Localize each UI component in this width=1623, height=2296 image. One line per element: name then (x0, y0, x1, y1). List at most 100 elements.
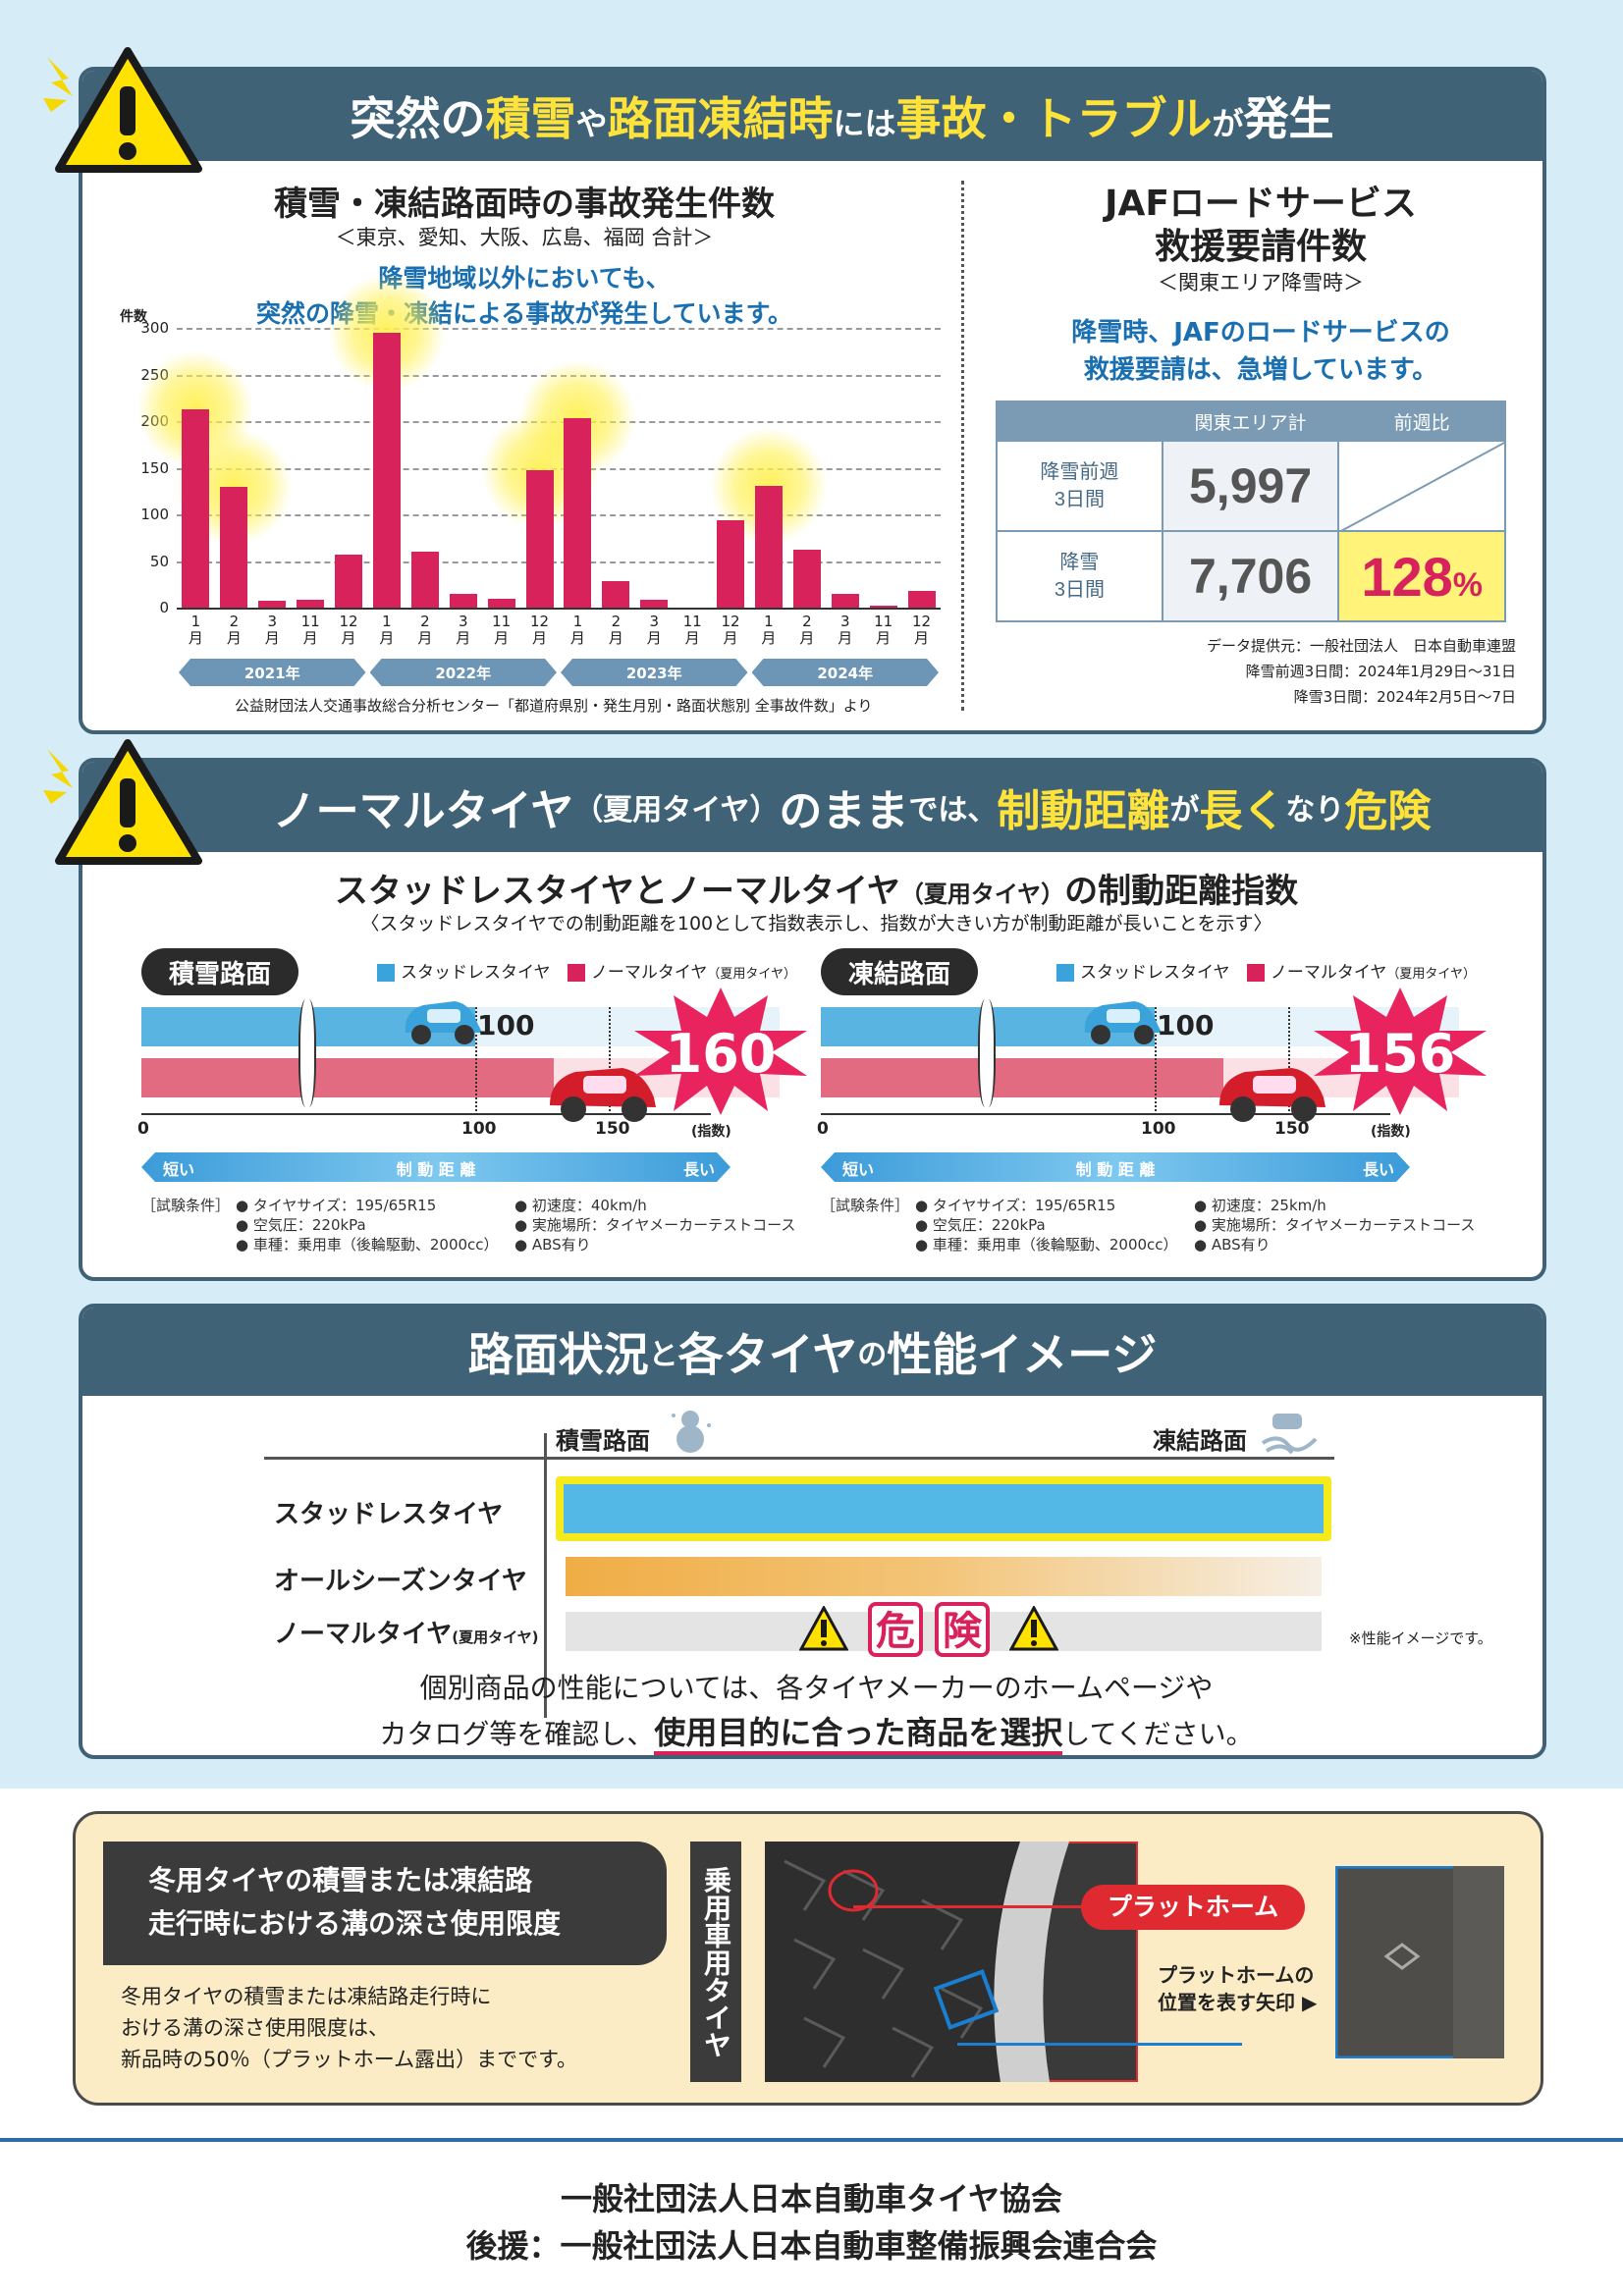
ice-index-burst (1314, 988, 1487, 1115)
heading-fragment: 突然の (350, 92, 486, 145)
guide-100 (475, 1007, 477, 1115)
y-tick-label: 150 (140, 458, 169, 477)
tread-title-box: 冬用タイヤの積雪または凍結路 走行時における溝の深さ使用限度 (103, 1842, 667, 1965)
row-normal-label: ノーマルタイヤ(夏用タイヤ) (274, 1620, 539, 1649)
x-month-label: 11 月 (300, 613, 320, 647)
tick-150: 150 (1274, 1119, 1310, 1139)
performance-panel: 路面状況 と 各タイヤ の 性能イメージ 積雪路面 凍結路面 スタッドレスタイヤ… (79, 1304, 1546, 1759)
long-label: 長い (683, 1160, 716, 1179)
snow-braking-chart: 積雪路面 スタッドレスタイヤ ノーマルタイヤ（夏用タイヤ） 100 160 0 … (137, 948, 829, 1272)
ice-road-label: 凍結路面 (821, 948, 978, 995)
axis-unit: (指数) (691, 1124, 731, 1140)
legend: スタッドレスタイヤ ノーマルタイヤ（夏用タイヤ） (1056, 958, 1476, 983)
chart-bar (564, 418, 592, 608)
distance-label: 制 動 距 離 (396, 1160, 476, 1179)
axis-line (141, 1113, 711, 1115)
distance-label: 制 動 距 離 (1075, 1160, 1156, 1179)
chart-bar (869, 606, 897, 608)
guide-150 (609, 1007, 611, 1115)
y-tick-label: 100 (140, 506, 169, 523)
braking-title: スタッドレスタイヤとノーマルタイヤ（夏用タイヤ）の制動距離指数 (334, 872, 1299, 911)
long-label: 長い (1363, 1160, 1395, 1179)
chart-bar (372, 332, 401, 608)
platform-closeup-photo (1335, 1866, 1504, 2058)
jaf-row1-label-1: 降雪前週 (1040, 461, 1119, 483)
allseason-performance-bar (566, 1557, 1322, 1596)
col-snow-label: 積雪路面 (556, 1427, 650, 1455)
tread-limit-panel: 冬用タイヤの積雪または凍結路 走行時における溝の深さ使用限度 冬用タイヤの積雪ま… (73, 1811, 1543, 2106)
row-studless-label: スタッドレスタイヤ (274, 1500, 504, 1529)
legend-studless-swatch (1056, 964, 1074, 982)
pointer-line (853, 1905, 1089, 1908)
heading-fragment: 発生 (1243, 92, 1334, 145)
chart-bar (792, 550, 821, 608)
y-tick-label: 0 (159, 599, 169, 616)
jaf-row2-ratio: 128% (1337, 530, 1506, 622)
axis-break (978, 999, 996, 1107)
gridline (177, 561, 941, 563)
jaf-source-1: データ提供元：一般社団法人 日本自動車連盟 (1206, 637, 1516, 655)
tread-title-2: 走行時における溝の深さ使用限度 (148, 1907, 562, 1940)
jaf-title-1: JAFロードサービス (1105, 184, 1417, 224)
red-car-icon (1219, 1068, 1325, 1122)
tick-0: 0 (137, 1119, 149, 1139)
warning-icon (1009, 1606, 1058, 1651)
chart-source: 公益財団法人交通事故総合分析センター「都道府県別・発生月別・路面状態別 全事故件… (235, 697, 873, 715)
x-month-label: 12 月 (530, 613, 550, 647)
chart-bar (449, 593, 477, 608)
performance-note: ※性能イメージです。 (1349, 1629, 1492, 1647)
warning-icon (43, 47, 202, 173)
footer-rule (0, 2138, 1623, 2142)
footer-line-1: 一般社団法人日本自動車タイヤ協会 (560, 2180, 1063, 2217)
heading-fragment: 路面凍結時 (607, 92, 834, 145)
chart-bar (410, 552, 439, 608)
accident-panel: 突然の積雪や路面凍結時には事故・トラブルが発生 積雪・凍結路面時の事故発生件数 … (79, 67, 1546, 734)
chart-bar (640, 600, 669, 608)
year-label: 2021年 (179, 659, 366, 686)
jaf-row2-label-2: 3日間 (1054, 579, 1105, 601)
x-month-label: 12 月 (721, 613, 740, 647)
tick-100: 100 (461, 1119, 497, 1139)
jaf-col-ratio: 前週比 (1337, 400, 1506, 442)
braking-subtitle: 〈スタッドレスタイヤでの制動距離を100として指数表示し、指数が大きい方が制動距… (360, 913, 1272, 934)
short-label: 短い (163, 1160, 195, 1179)
legend-normal-swatch (567, 964, 585, 982)
jaf-table: 関東エリア計 前週比 降雪前週 3日間 5,997 降雪 3日間 7,706 1… (996, 400, 1507, 622)
jaf-col-area: 関東エリア計 (1161, 400, 1340, 442)
tire-photo (765, 1842, 1138, 2082)
chart-subtitle: ＜東京、愛知、大阪、広島、福岡 合計＞ (335, 226, 714, 249)
chart-title: 積雪・凍結路面時の事故発生件数 (274, 185, 775, 224)
tick-150: 150 (595, 1119, 630, 1139)
platform-arrow-label: プラットホームの 位置を表す矢印 ▶ (1158, 1963, 1318, 2014)
jaf-row1-label-2: 3日間 (1054, 489, 1105, 510)
platform-label: プラットホーム (1081, 1885, 1305, 1930)
distance-arrow (141, 1152, 730, 1182)
table-left-rule (544, 1433, 547, 1718)
product-message-2: カタログ等を確認し、使用目的に合った商品を選択してください。 (82, 1708, 1542, 1755)
performance-panel-heading: 路面状況 と 各タイヤ の 性能イメージ (82, 1308, 1542, 1396)
accident-bar-chart: 件数 0501001502002503001月2月3月11月12月1月2月3月1… (96, 273, 960, 679)
tread-title-1: 冬用タイヤの積雪または凍結路 (148, 1864, 533, 1896)
chart-bar (754, 485, 783, 608)
blue-car-icon (1084, 1001, 1162, 1044)
tick-0: 0 (817, 1119, 829, 1139)
warning-icon (43, 739, 202, 865)
chart-bar (487, 598, 515, 608)
year-label: 2022年 (370, 659, 558, 686)
accident-heading-text: 突然の積雪や路面凍結時には事故・トラブルが発生 (350, 83, 1333, 148)
red-car-icon (550, 1068, 656, 1122)
ice-normal-fill (821, 1058, 1223, 1097)
braking-panel: ノーマルタイヤ （夏用タイヤ） のまま では、 制動距離 が 長く なり 危険 … (79, 758, 1546, 1281)
year-label: 2023年 (561, 659, 748, 686)
x-month-label: 11 月 (874, 613, 893, 647)
ice-studless-index: 100 (1157, 1009, 1215, 1041)
axis-line (821, 1113, 1390, 1115)
axis-unit: (指数) (1371, 1124, 1411, 1140)
col-ice-label: 凍結路面 (1153, 1427, 1247, 1455)
ice-normal-index: 156 (1344, 1023, 1456, 1085)
